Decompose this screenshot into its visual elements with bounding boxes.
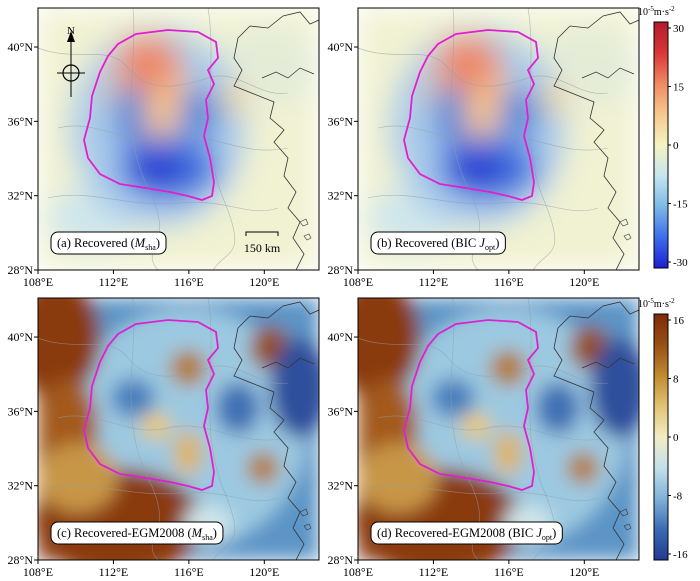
colorbar-tick-label: 16 xyxy=(673,315,685,327)
lon-tick-label: 108°E xyxy=(343,275,373,289)
panel-a xyxy=(37,7,320,271)
label-suffix: ) xyxy=(495,236,499,250)
label-symbol: M xyxy=(191,526,203,540)
lon-tick-label: 112°E xyxy=(419,275,449,289)
label-subscript: opt xyxy=(485,243,496,252)
lon-tick-label: 112°E xyxy=(99,275,129,289)
north-arrow: N xyxy=(57,25,85,97)
label-symbol: J xyxy=(536,526,543,540)
panel-d xyxy=(357,297,640,561)
lon-tick-label: 116°E xyxy=(494,565,524,579)
lon-tick-label: 116°E xyxy=(174,565,204,579)
lon-tick-label: 108°E xyxy=(23,565,53,579)
lon-tick-label: 120°E xyxy=(249,565,279,579)
colorbar-tick-label: -16 xyxy=(673,549,688,561)
scale-label: 150 km xyxy=(244,241,281,255)
panel-b xyxy=(357,7,640,271)
label-prefix: (b) Recovered (BIC xyxy=(377,236,479,250)
panel-c xyxy=(37,297,320,561)
label-suffix: ) xyxy=(213,526,217,540)
lat-tick-label: 36°N xyxy=(8,114,34,128)
colorbar-tick-label: -15 xyxy=(673,199,688,211)
label-suffix: ) xyxy=(552,526,556,540)
lon-tick-label: 120°E xyxy=(249,275,279,289)
label-subscript: opt xyxy=(542,533,553,542)
lon-tick-label: 108°E xyxy=(23,275,53,289)
svg-text:(d) Recovered-EGM2008 (BIC Jop: (d) Recovered-EGM2008 (BIC Jopt) xyxy=(377,526,556,542)
lat-tick-label: 40°N xyxy=(328,330,354,344)
label-subscript: sha xyxy=(145,243,156,252)
lat-tick-label: 32°N xyxy=(328,479,354,493)
label-symbol: J xyxy=(479,236,486,250)
colorbar-unit: 10-5m·s-2 xyxy=(638,297,675,310)
lat-tick-label: 36°N xyxy=(328,404,354,418)
lat-tick-label: 28°N xyxy=(8,553,34,567)
label-subscript: sha xyxy=(202,533,213,542)
lat-tick-label: 40°N xyxy=(8,330,34,344)
panel-label-b: (b) Recovered (BIC Jopt) xyxy=(370,231,506,255)
colorbar-1: 10-5m·s-2 30 15 0 -15 -30 xyxy=(638,5,688,269)
colorbar-tick-label: -8 xyxy=(673,491,683,503)
lon-tick-label: 120°E xyxy=(569,565,599,579)
panel-label-c: (c) Recovered-EGM2008 (Msha) xyxy=(50,521,224,545)
svg-text:(a) Recovered (Msha): (a) Recovered (Msha) xyxy=(57,236,160,252)
panel-label-a: (a) Recovered (Msha) xyxy=(50,231,167,255)
lon-tick-label: 116°E xyxy=(174,275,204,289)
label-prefix: (c) Recovered-EGM2008 ( xyxy=(57,526,192,540)
colorbar-unit: 10-5m·s-2 xyxy=(638,5,675,18)
colorbar-tick-label: -30 xyxy=(673,257,688,269)
svg-text:(b) Recovered (BIC Jopt): (b) Recovered (BIC Jopt) xyxy=(377,236,499,252)
lat-tick-label: 32°N xyxy=(8,189,34,203)
lon-tick-label: 112°E xyxy=(99,565,129,579)
lon-tick-label: 108°E xyxy=(343,565,373,579)
colorbar-2: 10-5m·s-2 16 8 0 -8 -16 xyxy=(638,297,688,561)
label-prefix: (d) Recovered-EGM2008 (BIC xyxy=(377,526,536,540)
colorbar-tick-label: 15 xyxy=(673,82,685,94)
lat-tick-label: 28°N xyxy=(8,263,34,277)
label-prefix: (a) Recovered ( xyxy=(57,236,135,250)
lat-tick-label: 36°N xyxy=(8,404,34,418)
label-suffix: ) xyxy=(156,236,160,250)
colorbar-tick-label: 8 xyxy=(673,374,679,386)
lat-tick-label: 40°N xyxy=(328,40,354,54)
svg-text:(c) Recovered-EGM2008 (Msha): (c) Recovered-EGM2008 (Msha) xyxy=(57,526,217,542)
colorbar-tick-label: 0 xyxy=(673,140,679,152)
lat-tick-label: 36°N xyxy=(328,114,354,128)
lon-tick-label: 120°E xyxy=(569,275,599,289)
colorbar-tick-label: 30 xyxy=(673,23,685,35)
colorbar-tick-label: 0 xyxy=(673,432,679,444)
panel-label-d: (d) Recovered-EGM2008 (BIC Jopt) xyxy=(370,521,563,545)
lat-tick-label: 28°N xyxy=(328,553,354,567)
label-symbol: M xyxy=(134,236,146,250)
north-label: N xyxy=(67,25,75,37)
lat-tick-label: 40°N xyxy=(8,40,34,54)
lon-tick-label: 112°E xyxy=(419,565,449,579)
lat-tick-label: 32°N xyxy=(328,189,354,203)
scale-bar: 150 km xyxy=(244,231,281,255)
lon-tick-label: 116°E xyxy=(494,275,524,289)
lat-tick-label: 32°N xyxy=(8,479,34,493)
lat-tick-label: 28°N xyxy=(328,263,354,277)
